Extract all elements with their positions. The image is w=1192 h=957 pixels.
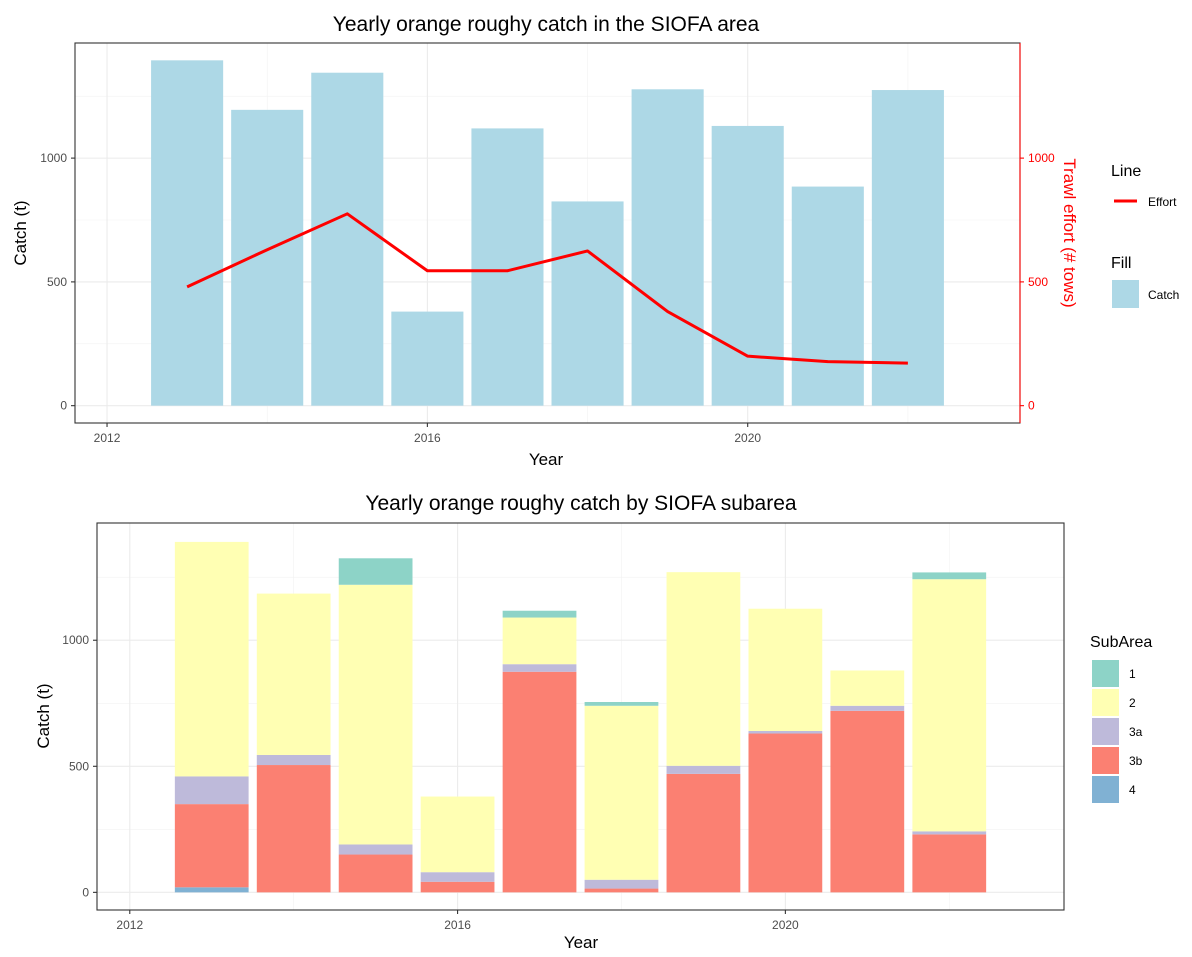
subarea-2-segment	[420, 796, 495, 873]
top-y-axis: 0 500 1000	[40, 151, 75, 413]
subarea-2-segment	[830, 670, 905, 706]
bottom-chart-title: Yearly orange roughy catch by SIOFA suba…	[365, 492, 796, 515]
legend-swatch-2	[1092, 689, 1119, 716]
subarea-2-segment	[666, 572, 741, 766]
subarea-2-segment	[338, 584, 413, 845]
catch-bar	[551, 201, 624, 406]
x-tick-label: 2020	[734, 431, 761, 445]
subarea-2-segment	[256, 593, 331, 755]
subarea-3b-segment	[420, 881, 495, 893]
y-tick-label: 0	[82, 885, 89, 899]
catch-bar	[631, 89, 704, 406]
bottom-legend-title: SubArea	[1090, 634, 1152, 651]
y2-tick-label: 1000	[1028, 151, 1055, 165]
subarea-3b-segment	[666, 773, 741, 893]
x-tick-label: 2020	[772, 918, 799, 932]
legend-label-3b: 3b	[1129, 754, 1143, 768]
y-tick-label: 1000	[40, 151, 67, 165]
bottom-x-axis-title: Year	[564, 933, 599, 952]
subarea-2-segment	[748, 608, 823, 731]
top-secondary-y-axis: 0 500 1000	[1020, 151, 1055, 413]
top-legend: Line Effort Fill Catch	[1111, 163, 1179, 308]
bottom-y-axis: 0 500 1000	[62, 633, 97, 899]
subarea-3a-segment	[584, 879, 659, 889]
subarea-3a-segment	[502, 664, 577, 672]
subarea-3b-segment	[338, 854, 413, 893]
subarea-1-segment	[502, 610, 577, 618]
y2-tick-label: 500	[1028, 275, 1048, 289]
catch-bar	[391, 311, 464, 406]
subarea-3b-segment	[584, 888, 659, 893]
subarea-1-segment	[338, 558, 413, 585]
subarea-2-segment	[584, 705, 659, 880]
legend-label-4: 4	[1129, 783, 1136, 797]
legend-swatch-1	[1092, 660, 1119, 687]
catch-bar	[231, 109, 304, 406]
legend-swatch-4	[1092, 776, 1119, 803]
subarea-3a-segment	[174, 776, 249, 805]
x-tick-label: 2016	[414, 431, 441, 445]
legend-label-3a: 3a	[1129, 725, 1143, 739]
effort-line	[186, 212, 908, 365]
catch-bar	[791, 186, 864, 406]
x-tick-label: 2012	[116, 918, 143, 932]
top-legend-effort-label: Effort	[1148, 195, 1177, 209]
subarea-2-segment	[912, 579, 987, 832]
catch-bar	[471, 128, 544, 406]
legend-swatch-3a	[1092, 718, 1119, 745]
top-secondary-y-axis-title: Trawl effort (# tows)	[1060, 158, 1079, 307]
catch-bar	[311, 72, 384, 406]
subarea-3b-segment	[174, 804, 249, 888]
x-tick-label: 2012	[94, 431, 121, 445]
top-legend-catch-label: Catch	[1148, 288, 1179, 302]
catch-bar	[151, 60, 224, 406]
subarea-3b-segment	[912, 834, 987, 893]
subarea-1-segment	[584, 702, 659, 706]
subarea-3a-segment	[912, 831, 987, 835]
subarea-3a-segment	[748, 730, 823, 734]
top-x-axis: 2012 2016 2020	[94, 423, 761, 445]
y-tick-label: 500	[47, 275, 67, 289]
y-tick-label: 1000	[62, 633, 89, 647]
top-y-axis-title: Catch (t)	[11, 200, 30, 265]
subarea-3b-segment	[256, 765, 331, 893]
subarea-2-segment	[174, 541, 249, 777]
legend-label-2: 2	[1129, 696, 1136, 710]
subarea-3a-segment	[666, 765, 741, 774]
top-legend-fill-title: Fill	[1111, 255, 1131, 272]
subarea-3a-segment	[338, 844, 413, 855]
subarea-3b-segment	[748, 733, 823, 893]
y-tick-label: 500	[69, 759, 89, 773]
top-legend-catch-swatch	[1112, 280, 1139, 308]
bottom-panel-border	[96, 522, 1065, 911]
bottom-stacked-bars	[174, 541, 987, 893]
subarea-4-segment	[174, 887, 249, 893]
subarea-3a-segment	[830, 705, 905, 711]
bottom-chart: Yearly orange roughy catch by SIOFA suba…	[34, 492, 1152, 952]
catch-bar	[871, 90, 944, 406]
subarea-3a-segment	[256, 754, 331, 766]
top-effort-line	[186, 212, 908, 365]
top-chart: Yearly orange roughy catch in the SIOFA …	[11, 13, 1179, 469]
top-x-axis-title: Year	[529, 450, 564, 469]
legend-label-1: 1	[1129, 667, 1136, 681]
bottom-x-axis: 2012 2016 2020	[116, 910, 799, 932]
subarea-3a-segment	[420, 872, 495, 882]
y-tick-label: 0	[60, 399, 67, 413]
bottom-y-axis-title: Catch (t)	[34, 683, 53, 748]
bottom-legend: SubArea 1 2 3a 3b 4	[1090, 634, 1152, 803]
subarea-1-segment	[912, 572, 987, 580]
subarea-3b-segment	[502, 671, 577, 893]
top-bars	[151, 60, 944, 406]
subarea-3b-segment	[830, 710, 905, 893]
y2-tick-label: 0	[1028, 399, 1035, 413]
subarea-2-segment	[502, 617, 577, 665]
top-chart-title: Yearly orange roughy catch in the SIOFA …	[333, 13, 760, 36]
catch-bar	[711, 125, 784, 406]
legend-swatch-3b	[1092, 747, 1119, 774]
x-tick-label: 2016	[444, 918, 471, 932]
top-legend-line-title: Line	[1111, 163, 1141, 180]
